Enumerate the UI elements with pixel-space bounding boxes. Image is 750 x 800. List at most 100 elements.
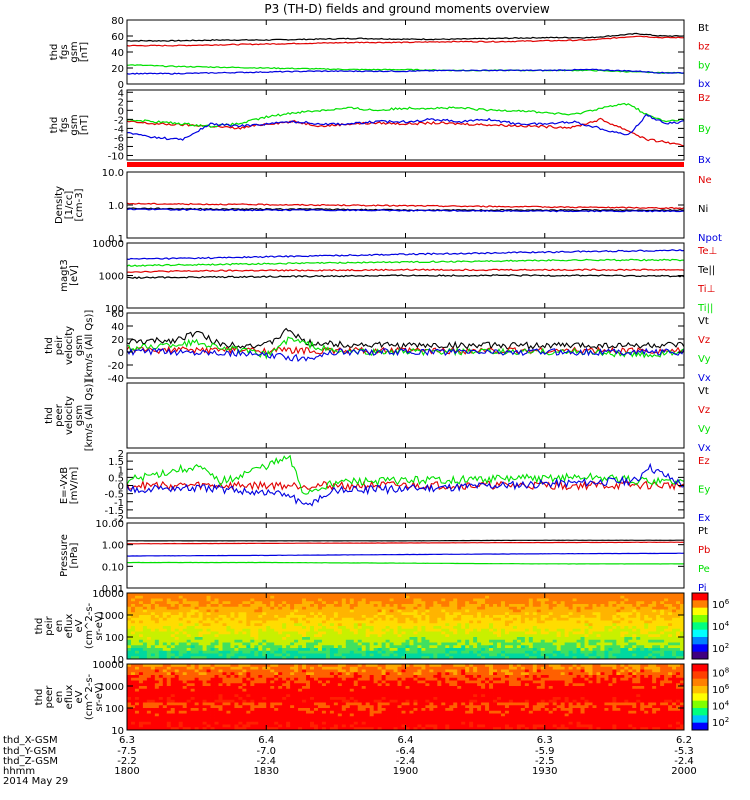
heatmap-cell — [266, 601, 271, 605]
heatmap-cell — [409, 623, 414, 627]
heatmap-cell — [536, 653, 542, 657]
heatmap-cell — [337, 702, 343, 706]
heatmap-cell — [644, 648, 649, 652]
heatmap-cell — [218, 598, 223, 602]
heatmap-cell — [286, 708, 291, 712]
heatmap-cell — [134, 708, 140, 712]
heatmap-cell — [130, 675, 136, 679]
heatmap-cell — [485, 606, 490, 610]
heatmap-cell — [222, 612, 227, 616]
heatmap-cell — [317, 672, 323, 676]
heatmap-cell — [234, 697, 239, 701]
heatmap-cell — [329, 705, 335, 709]
heatmap-cell — [469, 623, 474, 627]
heatmap-cell — [560, 606, 566, 610]
heatmap-cell — [142, 719, 148, 723]
heatmap-cell — [170, 637, 176, 641]
heatmap-cell — [138, 686, 144, 690]
heatmap-cell — [572, 615, 577, 619]
heatmap-cell — [290, 648, 295, 652]
heatmap-cell — [198, 719, 203, 723]
heatmap-cell — [385, 650, 390, 654]
heatmap-cell — [341, 612, 347, 616]
heatmap-cell — [158, 672, 164, 676]
heatmap-cell — [429, 642, 434, 646]
heatmap-cell — [369, 656, 375, 660]
legend-entry: Vy — [698, 354, 711, 365]
heatmap-cell — [437, 626, 442, 630]
heatmap-cell — [226, 634, 231, 638]
heatmap-cell — [234, 691, 239, 695]
heatmap-cell — [150, 705, 156, 709]
heatmap-cell — [230, 645, 235, 649]
heatmap-cell — [548, 601, 554, 605]
heatmap-cell — [516, 626, 522, 630]
heatmap-cell — [676, 601, 681, 605]
heatmap-cell — [202, 727, 207, 731]
heatmap-cell — [592, 598, 597, 602]
heatmap-cell — [572, 595, 577, 599]
heatmap-cell — [333, 642, 339, 646]
colorbar-segment — [692, 644, 708, 653]
heatmap-cell — [226, 697, 231, 701]
heatmap-cell — [178, 634, 184, 638]
heatmap-cell — [134, 656, 140, 660]
heatmap-cell — [560, 620, 566, 624]
heatmap-cell — [469, 593, 474, 597]
heatmap-cell — [317, 626, 323, 630]
heatmap-cell — [222, 656, 227, 660]
heatmap-cell — [138, 683, 144, 687]
heatmap-cell — [353, 612, 359, 616]
heatmap-cell — [489, 656, 494, 660]
heatmap-cell — [138, 593, 144, 597]
heatmap-cell — [174, 595, 180, 599]
heatmap-cell — [230, 702, 235, 706]
heatmap-cell — [373, 634, 379, 638]
heatmap-cell — [489, 609, 494, 613]
heatmap-cell — [290, 601, 295, 605]
heatmap-cell — [433, 653, 438, 657]
heatmap-cell — [262, 664, 267, 668]
heatmap-cell — [242, 628, 247, 632]
heatmap-cell — [413, 628, 418, 632]
colorbar-segment — [692, 600, 708, 609]
heatmap-cell — [246, 598, 251, 602]
heatmap-cell — [306, 705, 311, 709]
heatmap-cell — [146, 637, 152, 641]
heatmap-cell — [166, 609, 172, 613]
heatmap-cell — [385, 639, 390, 643]
heatmap-cell — [298, 716, 303, 720]
heatmap-cell — [584, 648, 589, 652]
heatmap-cell — [493, 653, 498, 657]
heatmap-cell — [489, 631, 494, 635]
heatmap-cell — [429, 628, 434, 632]
heatmap-cell — [672, 650, 677, 654]
heatmap-cell — [437, 617, 442, 621]
heatmap-cell — [325, 708, 331, 712]
heatmap-cell — [294, 637, 299, 641]
heatmap-cell — [540, 604, 546, 608]
heatmap-cell — [270, 727, 275, 731]
heatmap-cell — [668, 623, 673, 627]
heatmap-cell — [198, 623, 203, 627]
heatmap-cell — [341, 653, 347, 657]
heatmap-cell — [564, 634, 570, 638]
heatmap-cell — [353, 631, 359, 635]
heatmap-cell — [596, 626, 601, 630]
heatmap-cell — [226, 719, 231, 723]
heatmap-cell — [449, 615, 454, 619]
heatmap-cell — [258, 612, 263, 616]
heatmap-cell — [477, 656, 482, 660]
heatmap-cell — [282, 650, 287, 654]
heatmap-cell — [150, 702, 156, 706]
heatmap-cell — [385, 617, 390, 621]
heatmap-cell — [238, 675, 243, 679]
heatmap-cell — [329, 604, 335, 608]
heatmap-cell — [127, 727, 132, 731]
heatmap-cell — [150, 628, 156, 632]
heatmap-cell — [385, 628, 390, 632]
heatmap-cell — [473, 593, 478, 597]
heatmap-cell — [222, 648, 227, 652]
heatmap-cell — [528, 645, 534, 649]
heatmap-cell — [341, 623, 347, 627]
